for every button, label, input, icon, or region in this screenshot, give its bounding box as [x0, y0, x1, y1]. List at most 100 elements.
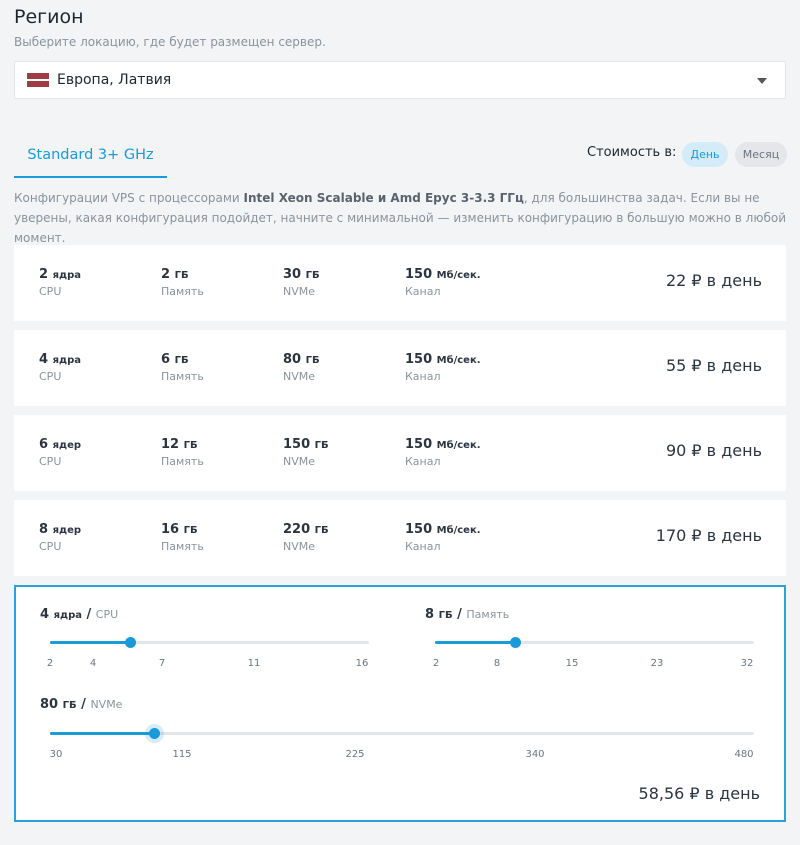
plan-net: 150 Мб/сек. Канал — [405, 522, 481, 553]
disk-tick: 30 — [49, 749, 63, 760]
plan-net-unit: Мб/сек. — [436, 440, 481, 451]
plan-disk-unit: ГБ — [305, 270, 320, 281]
plan-ram-value: 16 — [161, 522, 180, 537]
region-title: Регион — [14, 6, 84, 28]
plan-price: 90 ₽ в день — [665, 441, 762, 460]
plan-disk-value: 30 — [283, 267, 302, 282]
plan-card[interactable]: 6 ядер CPU 12 ГБ Память 150 ГБ NVMe 150 … — [14, 415, 786, 491]
region-subtitle: Выберите локацию, где будет размещен сер… — [14, 35, 326, 49]
plan-ram-label: Память — [161, 370, 204, 383]
plan-net-label: Канал — [405, 540, 441, 553]
plan-ram-label: Память — [161, 540, 204, 553]
plan-net-label: Канал — [405, 285, 441, 298]
ram-slider-handle[interactable] — [509, 637, 521, 648]
plan-ram: 12 ГБ Память — [161, 437, 204, 468]
ram-slider-sep: / — [457, 607, 462, 622]
plan-disk-value: 220 — [283, 522, 311, 537]
plan-net: 150 Мб/сек. Канал — [405, 437, 481, 468]
cpu-tick: 16 — [355, 658, 369, 669]
plan-disk-label: NVMe — [283, 285, 316, 298]
plan-ram: 2 ГБ Память — [161, 267, 204, 298]
cost-label: Стоимость в: — [587, 145, 677, 160]
ram-tick: 8 — [493, 658, 501, 669]
cpu-slider-title: 4 ядра / CPU — [40, 607, 118, 622]
plan-price: 22 ₽ в день — [665, 271, 762, 290]
plan-cpu-label: CPU — [39, 455, 62, 468]
plan-net: 150 Мб/сек. Канал — [405, 267, 481, 298]
plan-disk: 220 ГБ NVMe — [283, 522, 329, 553]
plan-cpu-label: CPU — [39, 285, 62, 298]
region-select[interactable]: Европа, Латвия — [14, 61, 786, 99]
latvia-flag-icon — [27, 73, 49, 87]
plan-disk-label: NVMe — [283, 370, 316, 383]
cpu-slider-sep: / — [86, 607, 92, 622]
plan-cpu-unit: ядра — [52, 270, 81, 281]
plan-net-value: 150 — [405, 522, 433, 537]
caret-down-icon — [757, 78, 767, 84]
cpu-slider-track[interactable] — [50, 637, 369, 648]
plan-ram-value: 6 — [161, 352, 171, 367]
plan-card[interactable]: 2 ядра CPU 2 ГБ Память 30 ГБ NVMe 150 Мб… — [14, 245, 786, 321]
plan-cpu: 6 ядер CPU — [39, 437, 81, 468]
disk-slider-value: 80 — [40, 697, 59, 712]
ram-tick: 2 — [432, 658, 440, 669]
plan-disk-unit: ГБ — [314, 525, 329, 536]
plan-card[interactable]: 8 ядер CPU 16 ГБ Память 220 ГБ NVMe 150 … — [14, 500, 786, 576]
disk-slider-fill — [50, 732, 154, 735]
cpu-slider-value: 4 — [40, 607, 50, 622]
plan-net-label: Канал — [405, 455, 441, 468]
plan-disk: 150 ГБ NVMe — [283, 437, 329, 468]
disk-slider-sep: / — [81, 697, 86, 712]
plan-cpu-label: CPU — [39, 370, 62, 383]
plan-cpu-unit: ядра — [52, 355, 81, 366]
ram-slider-label: Память — [466, 608, 510, 621]
disk-slider-title: 80 ГБ / NVMe — [40, 697, 122, 712]
plan-net-label: Канал — [405, 370, 441, 383]
cpu-slider-handle[interactable] — [124, 637, 136, 648]
custom-config-panel: 4 ядра / CPU 2 4 7 11 16 8 ГБ / Память 2… — [14, 585, 786, 822]
disk-tick: 480 — [734, 749, 754, 760]
cpu-tick: 7 — [158, 658, 166, 669]
plan-disk-value: 150 — [283, 437, 311, 452]
description-cpu-models: Intel Xeon Scalable и Amd Epyc 3-3.3 ГГц — [243, 191, 524, 205]
plan-net-value: 150 — [405, 437, 433, 452]
ram-slider-fill — [435, 641, 515, 644]
custom-total-price: 58,56 ₽ в день — [638, 784, 760, 803]
plan-cpu-value: 4 — [39, 352, 49, 367]
tab-standard[interactable]: Standard 3+ GHz — [14, 138, 167, 178]
plan-cpu-unit: ядер — [52, 525, 82, 536]
plan-card[interactable]: 4 ядра CPU 6 ГБ Память 80 ГБ NVMe 150 Мб… — [14, 330, 786, 406]
ram-tick: 15 — [565, 658, 579, 669]
plan-net-unit: Мб/сек. — [436, 355, 481, 366]
plan-net: 150 Мб/сек. Канал — [405, 352, 481, 383]
description-text-rest: , для большинства задач. Если вы не увер… — [14, 191, 786, 245]
plan-cpu: 4 ядра CPU — [39, 352, 81, 383]
ram-slider-track[interactable] — [435, 637, 754, 648]
plan-ram-value: 12 — [161, 437, 180, 452]
cpu-tick: 11 — [247, 658, 261, 669]
plan-disk-value: 80 — [283, 352, 302, 367]
period-month-button[interactable]: Месяц — [735, 142, 787, 167]
plan-net-unit: Мб/сек. — [436, 525, 481, 536]
disk-tick: 115 — [172, 749, 192, 760]
plan-cpu-value: 8 — [39, 522, 49, 537]
plan-cpu: 2 ядра CPU — [39, 267, 81, 298]
plan-disk-unit: ГБ — [305, 355, 320, 366]
period-day-button[interactable]: День — [682, 142, 728, 167]
plan-net-value: 150 — [405, 352, 433, 367]
disk-slider-track[interactable] — [50, 728, 754, 739]
ram-tick: 23 — [650, 658, 664, 669]
plan-cpu-label: CPU — [39, 540, 62, 553]
plan-ram-unit: ГБ — [174, 355, 189, 366]
disk-tick: 225 — [345, 749, 365, 760]
cpu-slider-unit: ядра — [53, 610, 82, 621]
cpu-slider-fill — [50, 641, 130, 644]
plan-ram-value: 2 — [161, 267, 171, 282]
cpu-tick: 4 — [89, 658, 97, 669]
disk-slider-handle[interactable] — [148, 728, 160, 739]
disk-slider-unit: ГБ — [62, 700, 77, 711]
plan-disk: 80 ГБ NVMe — [283, 352, 320, 383]
plan-cpu: 8 ядер CPU — [39, 522, 81, 553]
plan-price: 170 ₽ в день — [655, 526, 762, 545]
plan-ram-unit: ГБ — [183, 440, 198, 451]
